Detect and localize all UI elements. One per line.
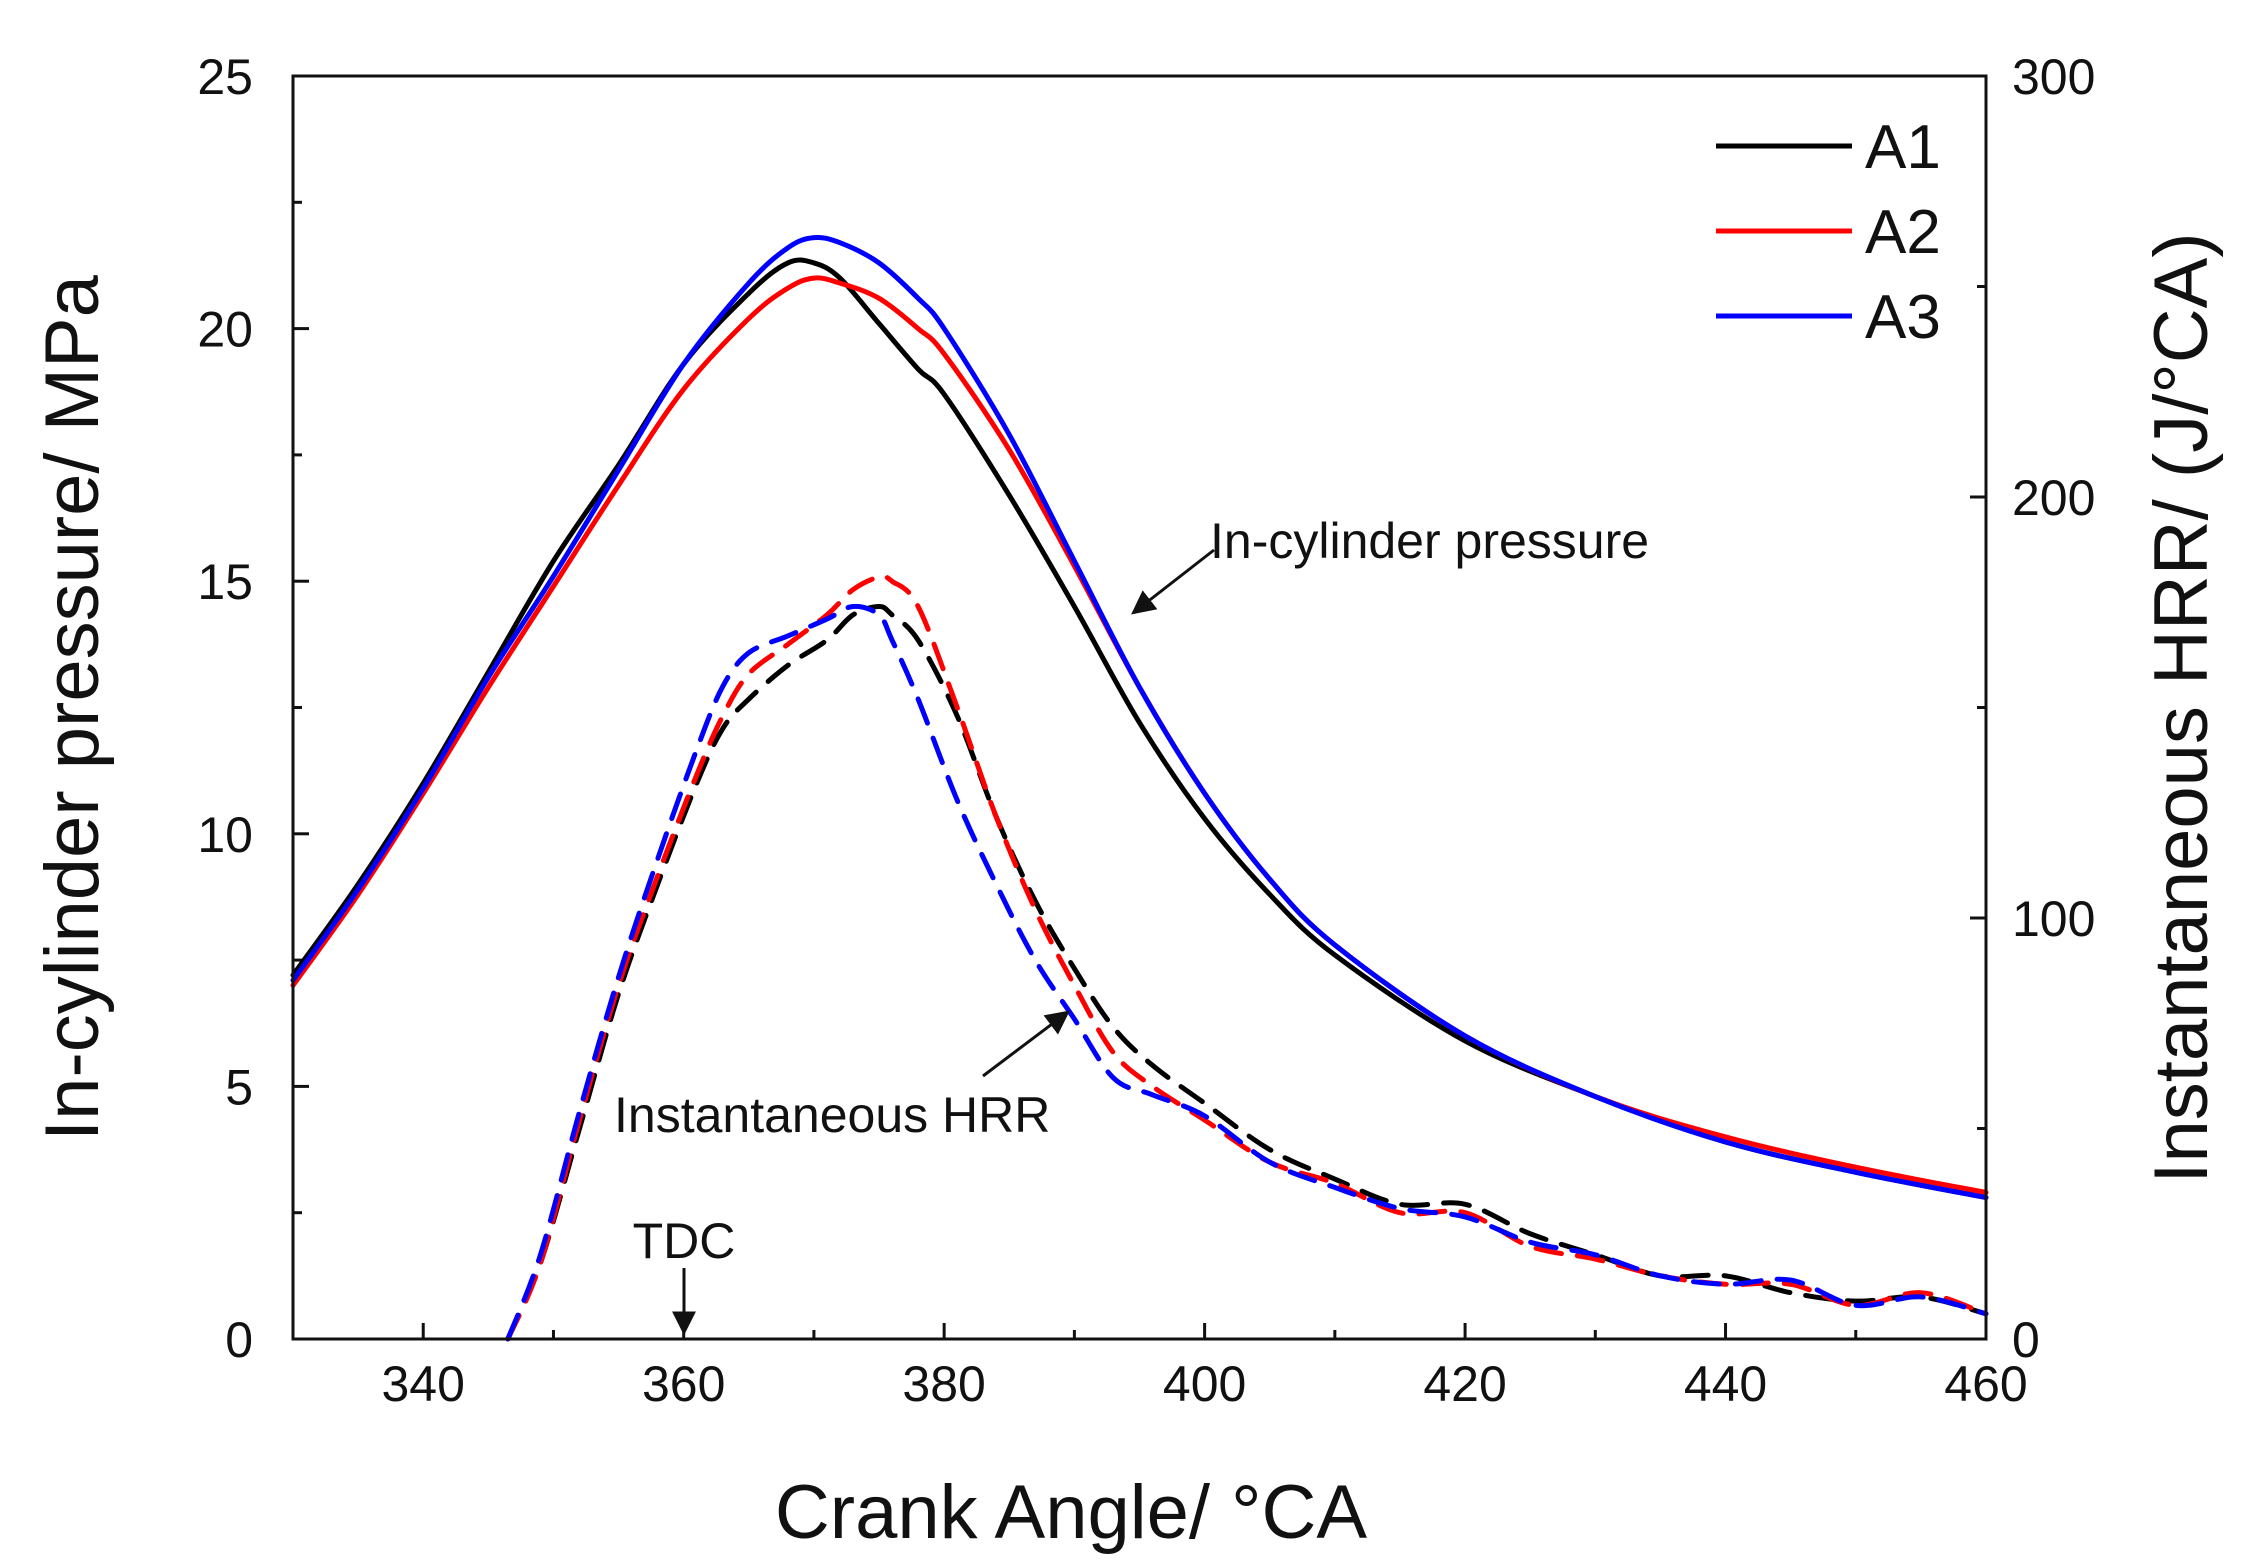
x-tick-label: 420 xyxy=(1423,1356,1506,1412)
y-right-tick-label: 300 xyxy=(2012,49,2095,105)
y-left-tick-label: 25 xyxy=(197,49,253,105)
y-left-tick-label: 20 xyxy=(197,302,253,358)
annotation-hrr: Instantaneous HRR xyxy=(614,1010,1070,1143)
series-line-a3-hrr xyxy=(505,603,1989,1342)
x-tick-label: 460 xyxy=(1944,1356,2027,1412)
annotation-hrr-label: Instantaneous HRR xyxy=(614,1087,1050,1143)
annotation-pressure-arrow xyxy=(1131,548,1215,615)
y-axis-right-title: Instantaneous HRR/ (J/°CA) xyxy=(2139,232,2224,1183)
y-left-tick-label: 15 xyxy=(197,554,253,610)
x-tick-label: 440 xyxy=(1684,1356,1767,1412)
annotation-hrr-arrow xyxy=(982,1010,1070,1078)
legend-label-a2: A2 xyxy=(1865,198,1941,267)
plot-frame xyxy=(291,74,1988,1341)
annotation-pressure: In-cylinder pressure xyxy=(1131,513,1649,615)
legend: A1 A2 A3 xyxy=(1716,113,1941,352)
y-right-tick-label: 0 xyxy=(2012,1312,2040,1368)
y-left-tick-label: 5 xyxy=(225,1059,253,1115)
y-right-tick-label: 100 xyxy=(2012,891,2095,947)
y-axis-left-title: In-cylinder pressure/ MPa xyxy=(30,274,115,1141)
legend-label-a1: A1 xyxy=(1865,113,1941,182)
series-line-a1-pressure xyxy=(290,257,1989,1201)
y-left-tick-label: 10 xyxy=(197,807,253,863)
annotation-tdc-label: TDC xyxy=(633,1213,736,1269)
x-tick-label: 400 xyxy=(1163,1356,1246,1412)
annotation-tdc: TDC xyxy=(633,1213,736,1336)
x-tick-label: 380 xyxy=(902,1356,985,1412)
x-tick-label: 340 xyxy=(382,1356,465,1412)
y-left-tick-label: 0 xyxy=(225,1312,253,1368)
legend-label-a3: A3 xyxy=(1865,283,1941,352)
plot-area: 340 360 380 400 420 440 4600510152025010020030… xyxy=(197,49,2095,1412)
series-line-a3-pressure xyxy=(290,234,1989,1201)
x-tick-label: 360 xyxy=(642,1356,725,1412)
series-line-a2-pressure xyxy=(290,275,1989,1195)
y-right-tick-label: 200 xyxy=(2012,470,2095,526)
annotation-pressure-label: In-cylinder pressure xyxy=(1210,513,1649,569)
x-axis-title: Crank Angle/ °CA xyxy=(775,1470,1368,1555)
